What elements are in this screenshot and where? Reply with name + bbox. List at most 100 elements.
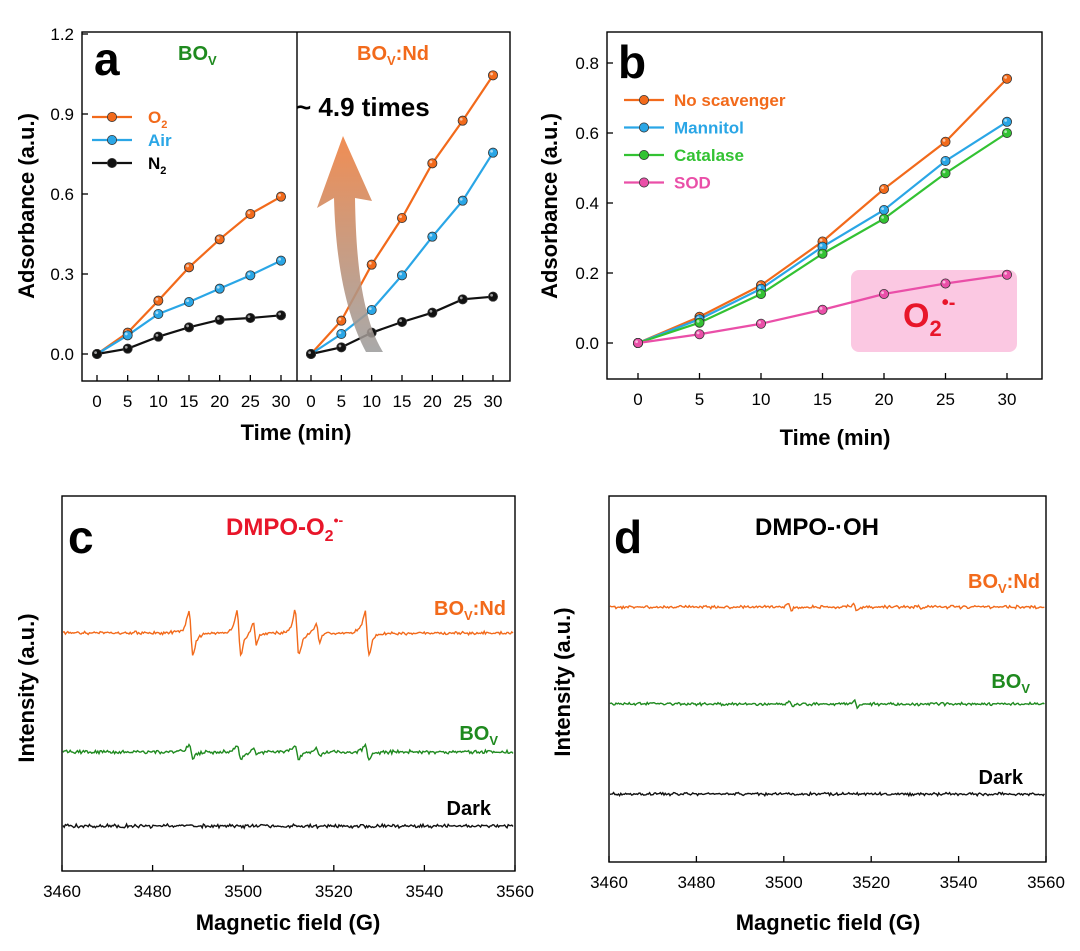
panel-a-right-point-2-0: [305, 348, 316, 359]
panel-a-left-xtick-label-4: 20: [210, 392, 229, 411]
panel-a-left-point-2-1: [122, 343, 133, 354]
panel-c-spectrum-0: [62, 609, 514, 658]
panel-a-left-point-highlight-2-5: [247, 315, 251, 318]
panel-a: 0 5 10 15 20 25 30 0 5 10 15 20 25 300.00.30.60.91.2 …: [14, 25, 511, 445]
panel-a-increase-arrow: [317, 136, 383, 352]
panel-a-right-point-2-4: [427, 307, 438, 318]
panel-c-xtick-label-3: 3520: [315, 882, 353, 901]
panel-a-left-point-highlight-2-3: [186, 324, 190, 328]
panel-a-right-point-0-3: [396, 212, 407, 223]
panel-a-legend-marker-2: [107, 157, 118, 168]
panel-b-point-2-6: [1002, 127, 1013, 138]
panel-a-right-point-0-4: [427, 158, 438, 169]
panel-a-right-point-highlight-0-2: [368, 261, 372, 265]
panel-a-ticks: 0 5 10 15 20 25 30 0 5 10 15 20 25 30 0.0 0.3 0.6 0.9 1.2: [50, 25, 502, 411]
panel-a-right-point-1-3: [396, 270, 407, 281]
panel-a-xlabel: Time (min): [241, 420, 352, 445]
panel-b-legend-label-3: SOD: [674, 174, 711, 193]
panel-b-plot: [633, 73, 1013, 348]
panel-b-o2-box-label: O2•-: [903, 292, 955, 341]
panel-b-ticks: 0 5 10 15 20 25 30 0.0 0.2 0.4 0.6 0.8: [575, 54, 1016, 409]
panel-a-letter: a: [94, 33, 120, 85]
panel-c-ylabel: Intensity (a.u.): [14, 613, 39, 762]
panel-b-xtick-label-0: 0: [633, 390, 642, 409]
panel-b-point-highlight-2-1: [696, 319, 700, 323]
panel-c-xtick-label-2: 3500: [224, 882, 262, 901]
panel-a-frame: [81, 31, 511, 382]
panel-a-right-point-highlight-2-4: [429, 309, 433, 313]
panel-b-point-3-0: [633, 337, 644, 348]
panel-a-right-point-highlight-2-6: [490, 293, 493, 297]
panel-a-right-point-highlight-0-1: [338, 317, 342, 321]
panel-a-right-point-0-6: [487, 70, 498, 81]
panel-a-left-point-1-2: [153, 308, 164, 319]
panel-d-xlabel: Magnetic field (G): [736, 910, 921, 935]
panel-b-point-0-5: [940, 136, 951, 147]
panel-a-left-point-highlight-2-2: [155, 333, 159, 337]
panel-a-left-point-2-2: [153, 331, 164, 342]
panel-a-left-point-1-6: [275, 255, 286, 266]
panel-b-legend-label-1: Mannitol: [674, 119, 744, 138]
panel-b-xtick-label-1: 5: [695, 390, 704, 409]
panel-a-right-point-2-1: [336, 342, 347, 353]
panel-a-right-point-0-1: [336, 315, 347, 326]
panel-a-left-point-2-4: [214, 314, 225, 325]
panel-a-right-point-highlight-1-4: [429, 233, 433, 237]
panel-c-xtick-label-1: 3480: [134, 882, 172, 901]
panel-a-ytick-label-3: 0.9: [50, 105, 74, 124]
panel-c-xtick-label-0: 3460: [43, 882, 81, 901]
panel-a-right-xtick-label-4: 20: [423, 392, 442, 411]
panel-d-xtick-label-4: 3540: [940, 873, 978, 892]
panel-d-letter: d: [614, 511, 642, 563]
panel-a-ytick-label-0: 0.0: [50, 345, 74, 364]
panel-c-spectrum-1: [62, 742, 514, 762]
panel-b-point-1-5: [940, 155, 951, 166]
panel-a-right-point-1-4: [427, 231, 438, 242]
panel-b-xtick-label-3: 15: [813, 390, 832, 409]
panel-a-left-point-0-2: [153, 295, 164, 306]
panel-a-left-point-highlight-2-1: [124, 345, 128, 349]
panel-a-ylabel: Adsorbance (a.u.): [14, 113, 39, 299]
panel-a-left-point-highlight-2-0: [94, 351, 97, 354]
panel-c-plot: [62, 609, 514, 830]
panel-a-left-xtick-label-5: 25: [241, 392, 260, 411]
panel-b-ytick-label-3: 0.6: [575, 124, 599, 143]
panel-b-legend-label-0: No scavenger: [674, 91, 786, 110]
panel-d-series-labels: BOV:Nd BOV Dark: [968, 571, 1040, 789]
panel-b-legend: No scavenger Mannitol Catalase SOD: [624, 91, 786, 193]
panel-b-point-highlight-1-5: [942, 158, 946, 162]
panel-b-letter: b: [618, 36, 646, 88]
panel-b-point-highlight-3-2: [758, 320, 761, 324]
panel-a-right-xtick-label-3: 15: [393, 392, 412, 411]
panel-a-left-point-2-0: [92, 348, 103, 359]
panel-a-right-point-1-2: [366, 304, 377, 315]
panel-b: O2•- 0 5 10 15 20 25 30 0.0 0.2 0.4 0.6 0.8 b No sc…: [537, 31, 1043, 450]
panel-d-ylabel: Intensity (a.u.): [550, 607, 575, 756]
panel-a-right-point-highlight-0-6: [490, 72, 493, 76]
panel-a-right-xtick-label-1: 5: [337, 392, 346, 411]
panel-a-right-point-0-2: [366, 259, 377, 270]
panel-a-right-point-highlight-2-1: [338, 344, 342, 348]
panel-a-left-point-1-4: [214, 283, 225, 294]
panel-b-point-highlight-3-4: [881, 291, 884, 294]
panel-c-letter: c: [68, 511, 94, 563]
panel-c-ticks: 3460 3480 3500 3520 3540 3560: [43, 865, 534, 901]
panel-b-frame: [606, 31, 1043, 380]
panel-c-series-label-0: BOV:Nd: [434, 598, 506, 623]
panel-a-left-xtick-label-3: 15: [180, 392, 199, 411]
panel-a-ytick-label-4: 1.2: [50, 25, 74, 44]
panel-d-spectrum-2: [609, 790, 1045, 798]
panel-b-ytick-label-1: 0.2: [575, 264, 599, 283]
panel-a-left-point-highlight-1-4: [216, 285, 220, 289]
panel-d-plot: [609, 602, 1045, 798]
panel-a-left-point-highlight-2-4: [216, 317, 220, 320]
panel-d-xtick-label-0: 3460: [590, 873, 628, 892]
panel-a-right-xtick-label-0: 0: [306, 392, 315, 411]
panel-b-point-2-4: [879, 213, 890, 224]
panel-b-point-highlight-2-5: [942, 170, 946, 174]
panel-a-right-point-highlight-0-3: [399, 215, 402, 219]
panel-b-xtick-label-4: 20: [875, 390, 894, 409]
panel-a-left-point-highlight-1-2: [155, 311, 159, 314]
panel-a-left-point-highlight-1-6: [278, 257, 281, 261]
